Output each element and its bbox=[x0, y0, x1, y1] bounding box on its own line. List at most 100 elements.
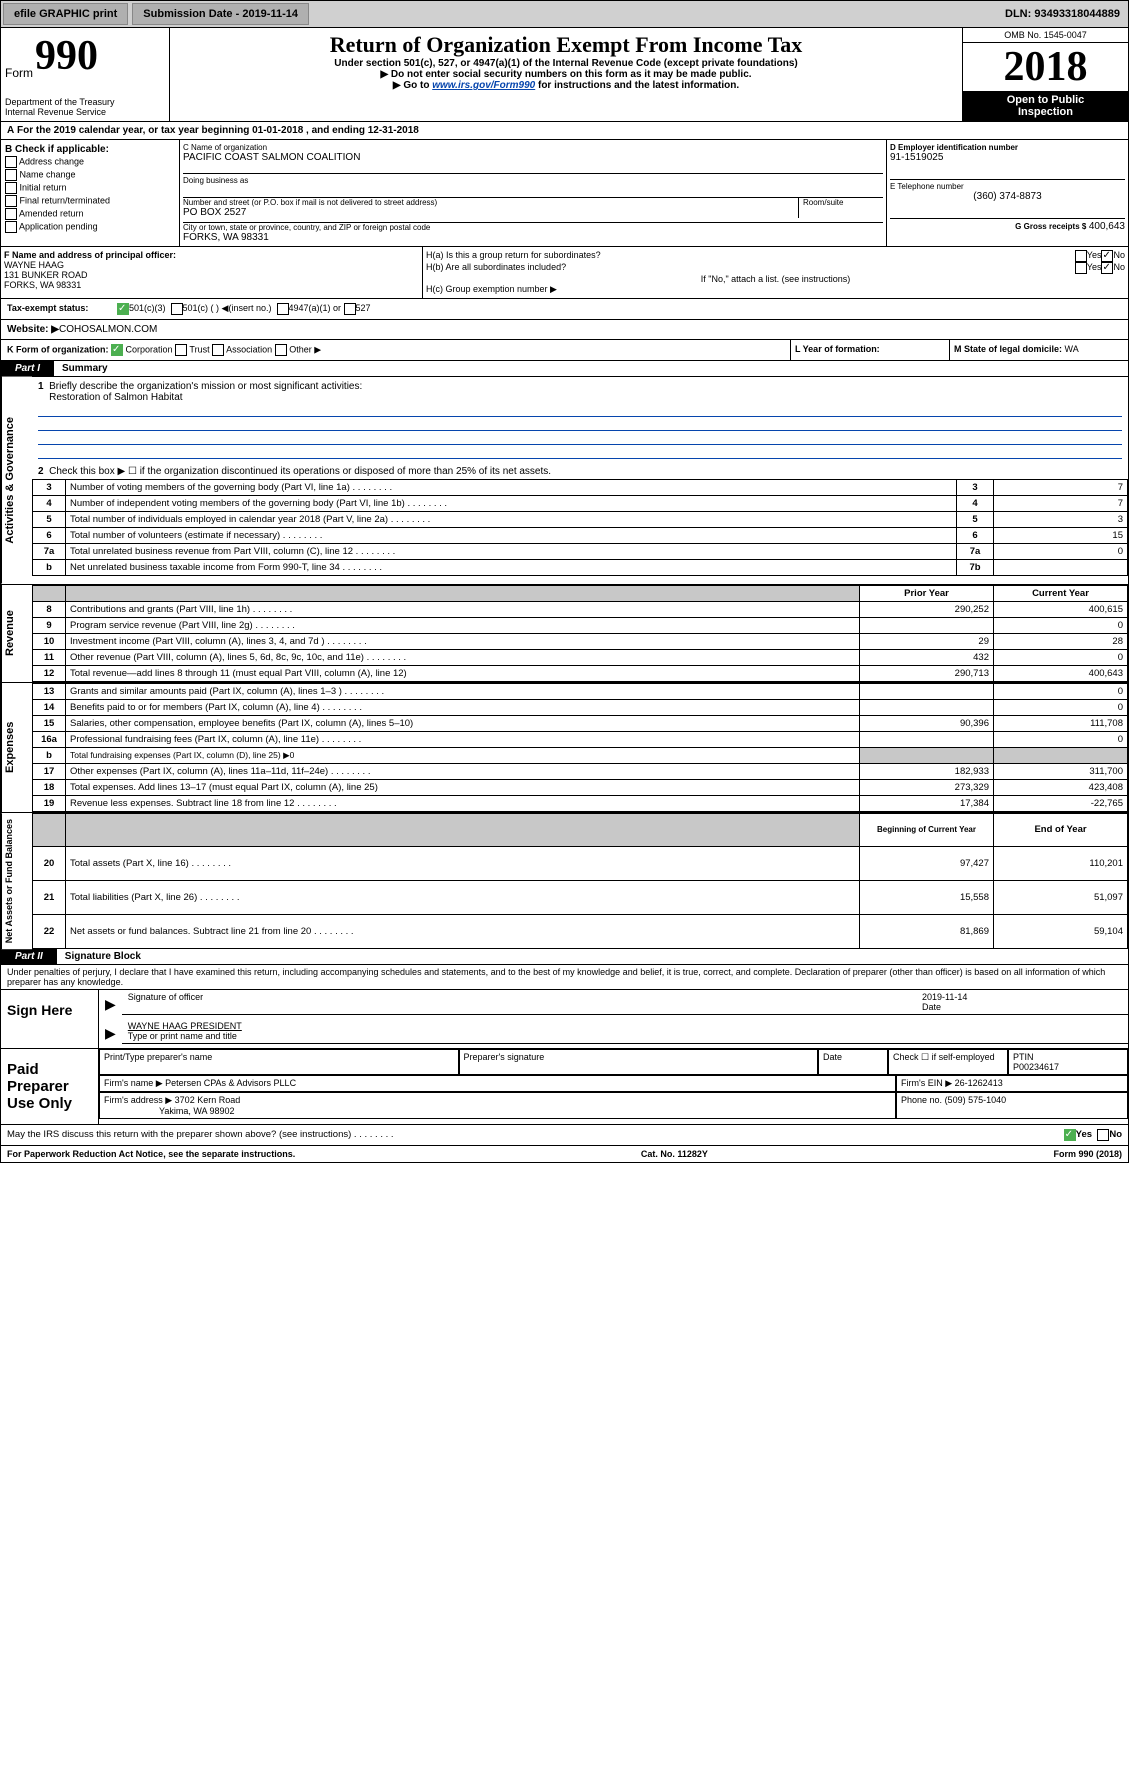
submission-date-button[interactable]: Submission Date - 2019-11-14 bbox=[132, 3, 309, 25]
section-b-header: B Check if applicable: bbox=[5, 144, 175, 155]
table-row: 7aTotal unrelated business revenue from … bbox=[33, 544, 1128, 560]
chk-4947[interactable] bbox=[277, 303, 289, 315]
city-label: City or town, state or province, country… bbox=[183, 223, 883, 232]
cb-final-return[interactable]: Final return/terminated bbox=[5, 195, 175, 207]
expenses-table: 13Grants and similar amounts paid (Part … bbox=[32, 683, 1128, 812]
firm-name: Petersen CPAs & Advisors PLLC bbox=[165, 1078, 296, 1088]
discuss-no[interactable] bbox=[1097, 1129, 1109, 1141]
q1-label: Briefly describe the organization's miss… bbox=[49, 381, 362, 392]
subtitle-3: ▶ Go to www.irs.gov/Form990 for instruct… bbox=[174, 80, 958, 91]
foot-notice: For Paperwork Reduction Act Notice, see … bbox=[7, 1149, 295, 1159]
m-value: WA bbox=[1065, 344, 1079, 354]
sig-date: 2019-11-14 bbox=[922, 992, 967, 1002]
part2-header: Part II bbox=[1, 949, 57, 964]
table-row: 12Total revenue—add lines 8 through 11 (… bbox=[33, 665, 1128, 681]
q2-label: Check this box ▶ ☐ if the organization d… bbox=[49, 466, 551, 477]
pp-selfemp[interactable]: Check ☐ if self-employed bbox=[888, 1049, 1008, 1075]
declaration: Under penalties of perjury, I declare th… bbox=[1, 965, 1128, 989]
part1-title: Summary bbox=[62, 363, 108, 374]
chk-trust[interactable] bbox=[175, 344, 187, 356]
chk-assoc[interactable] bbox=[212, 344, 224, 356]
foot-form: Form 990 (2018) bbox=[1053, 1149, 1122, 1159]
topbar: efile GRAPHIC print Submission Date - 20… bbox=[0, 0, 1129, 28]
dba-label: Doing business as bbox=[183, 173, 883, 185]
typed-label: Type or print name and title bbox=[128, 1031, 237, 1041]
dept-label: Department of the TreasuryInternal Reven… bbox=[5, 97, 165, 117]
blue-line bbox=[38, 432, 1122, 445]
table-row: 22Net assets or fund balances. Subtract … bbox=[33, 914, 1128, 948]
revenue-table: Prior YearCurrent Year 8Contributions an… bbox=[32, 585, 1128, 682]
chk-other[interactable] bbox=[275, 344, 287, 356]
part2-title: Signature Block bbox=[65, 951, 141, 962]
cb-amended-return[interactable]: Amended return bbox=[5, 208, 175, 220]
table-row: 5Total number of individuals employed in… bbox=[33, 512, 1128, 528]
addr-value: PO BOX 2527 bbox=[183, 207, 798, 218]
firm-phone-label: Phone no. bbox=[901, 1095, 942, 1105]
table-row: 8Contributions and grants (Part VIII, li… bbox=[33, 601, 1128, 617]
hb-yes[interactable] bbox=[1075, 262, 1087, 274]
chk-527[interactable] bbox=[344, 303, 356, 315]
pp-date-label: Date bbox=[818, 1049, 888, 1075]
net-assets-table: Beginning of Current YearEnd of Year 20T… bbox=[32, 813, 1128, 949]
discuss-yes[interactable] bbox=[1064, 1129, 1076, 1141]
gross-value: 400,643 bbox=[1089, 221, 1125, 232]
chk-corp[interactable] bbox=[111, 344, 123, 356]
form-number: 990 bbox=[35, 32, 98, 80]
cb-name-change[interactable]: Name change bbox=[5, 169, 175, 181]
table-row: 11Other revenue (Part VIII, column (A), … bbox=[33, 649, 1128, 665]
table-row: bTotal fundraising expenses (Part IX, co… bbox=[33, 747, 1128, 763]
hb-no[interactable] bbox=[1101, 262, 1113, 274]
table-row: 17Other expenses (Part IX, column (A), l… bbox=[33, 763, 1128, 779]
firm-label: Firm's name ▶ bbox=[104, 1078, 163, 1088]
firm-addr-label: Firm's address ▶ bbox=[104, 1095, 172, 1105]
city-value: FORKS, WA 98331 bbox=[183, 232, 883, 243]
efile-button[interactable]: efile GRAPHIC print bbox=[3, 3, 128, 25]
table-row: 13Grants and similar amounts paid (Part … bbox=[33, 683, 1128, 699]
arrow-icon: ▶ bbox=[99, 1019, 122, 1048]
table-row: bNet unrelated business taxable income f… bbox=[33, 560, 1128, 576]
subtitle-2: ▶ Do not enter social security numbers o… bbox=[174, 69, 958, 80]
discuss-label: May the IRS discuss this return with the… bbox=[7, 1129, 1064, 1141]
i-label: Tax-exempt status: bbox=[7, 303, 117, 315]
table-row: 4Number of independent voting members of… bbox=[33, 496, 1128, 512]
irs-link[interactable]: www.irs.gov/Form990 bbox=[432, 80, 535, 91]
firm-ein: 26-1262413 bbox=[955, 1078, 1003, 1088]
dln-label: DLN: 93493318044889 bbox=[997, 4, 1128, 24]
h-c: H(c) Group exemption number ▶ bbox=[426, 284, 1125, 295]
subtitle-1: Under section 501(c), 527, or 4947(a)(1)… bbox=[174, 58, 958, 69]
cb-initial-return[interactable]: Initial return bbox=[5, 182, 175, 194]
k-label: K Form of organization: bbox=[7, 344, 109, 354]
ha-yes[interactable] bbox=[1075, 250, 1087, 262]
arrow-icon: ▶ bbox=[99, 990, 122, 1019]
org-name: PACIFIC COAST SALMON COALITION bbox=[183, 152, 883, 163]
ptin-label: PTIN bbox=[1013, 1052, 1034, 1062]
cb-application-pending[interactable]: Application pending bbox=[5, 221, 175, 233]
h-note: If "No," attach a list. (see instruction… bbox=[426, 274, 1125, 284]
form-body: Form990 Department of the TreasuryIntern… bbox=[0, 28, 1129, 1163]
blue-line bbox=[38, 404, 1122, 417]
vlabel-revenue: Revenue bbox=[1, 585, 32, 682]
chk-501c[interactable] bbox=[171, 303, 183, 315]
org-name-label: C Name of organization bbox=[183, 143, 883, 152]
table-row: 10Investment income (Part VIII, column (… bbox=[33, 633, 1128, 649]
h-b: H(b) Are all subordinates included? bbox=[426, 262, 1075, 274]
firm-addr2: Yakima, WA 98902 bbox=[159, 1106, 235, 1116]
table-row: 9Program service revenue (Part VIII, lin… bbox=[33, 617, 1128, 633]
pp-name-label: Print/Type preparer's name bbox=[99, 1049, 459, 1075]
ptin-value: P00234617 bbox=[1013, 1062, 1059, 1072]
firm-ein-label: Firm's EIN ▶ bbox=[901, 1078, 952, 1088]
cb-address-change[interactable]: Address change bbox=[5, 156, 175, 168]
table-row: 20Total assets (Part X, line 16)97,42711… bbox=[33, 847, 1128, 881]
sign-here-label: Sign Here bbox=[1, 990, 99, 1048]
blue-line bbox=[38, 446, 1122, 459]
gross-label: G Gross receipts $ bbox=[1015, 222, 1086, 231]
ein-value: 91-1519025 bbox=[890, 152, 1125, 163]
chk-501c3[interactable] bbox=[117, 303, 129, 315]
omb-number: OMB No. 1545-0047 bbox=[963, 28, 1128, 43]
addr-label: Number and street (or P.O. box if mail i… bbox=[183, 198, 798, 207]
phone-value: (360) 374-8873 bbox=[890, 191, 1125, 202]
officer-name: WAYNE HAAG bbox=[4, 260, 419, 270]
ha-no[interactable] bbox=[1101, 250, 1113, 262]
m-label: M State of legal domicile: bbox=[954, 344, 1065, 354]
foot-cat: Cat. No. 11282Y bbox=[641, 1149, 708, 1159]
